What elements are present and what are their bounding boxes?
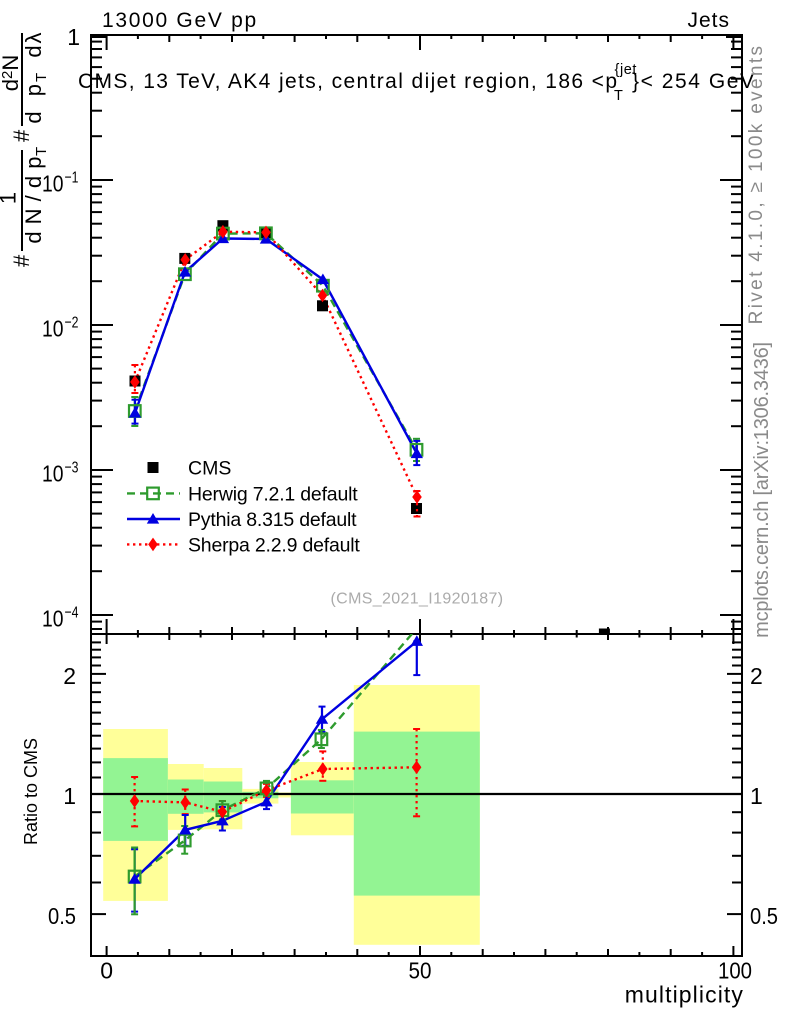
svg-text:(CMS_2021_I1920187): (CMS_2021_I1920187): [331, 591, 504, 608]
svg-text:2: 2: [63, 663, 76, 689]
svg-text:multiplicity: multiplicity: [625, 982, 744, 1008]
svg-text:10−3: 10−3: [42, 460, 79, 487]
svg-text:0: 0: [100, 958, 113, 984]
svg-text:}< 254 GeV: }< 254 GeV: [632, 70, 754, 93]
svg-text:#: #: [9, 129, 34, 142]
svg-text:0.5: 0.5: [750, 903, 778, 929]
svg-text:1: 1: [67, 24, 80, 50]
svg-text:T: T: [614, 88, 623, 104]
svg-text:10−1: 10−1: [42, 170, 79, 197]
svg-text:{jet: {jet: [615, 62, 638, 78]
svg-text:0.5: 0.5: [48, 903, 76, 929]
svg-text:CMS: CMS: [188, 458, 231, 480]
svg-text:100: 100: [718, 958, 752, 984]
svg-text:1: 1: [750, 783, 763, 809]
svg-text:Herwig 7.2.1 default: Herwig 7.2.1 default: [188, 483, 358, 505]
svg-text:d2N: d2N: [0, 55, 23, 91]
svg-text:mcplots.cern.ch [arXiv:1306.34: mcplots.cern.ch [arXiv:1306.3436]: [751, 342, 773, 638]
svg-text:Ratio to CMS: Ratio to CMS: [21, 738, 41, 845]
svg-text:13000 GeV pp: 13000 GeV pp: [102, 9, 258, 32]
svg-text:1: 1: [0, 192, 21, 204]
svg-text:#: #: [9, 254, 34, 267]
svg-text:Jets: Jets: [687, 9, 730, 32]
svg-text:Rivet 4.1.0, ≥ 100k events: Rivet 4.1.0, ≥ 100k events: [746, 44, 767, 325]
svg-text:50: 50: [409, 958, 432, 984]
svg-text:10−4: 10−4: [42, 605, 79, 632]
svg-text:2: 2: [750, 663, 763, 689]
svg-text:d N / d pT: d N / d pT: [21, 146, 50, 243]
svg-text:10−2: 10−2: [42, 315, 79, 342]
svg-text:Sherpa 2.2.9 default: Sherpa 2.2.9 default: [188, 534, 360, 556]
svg-text:Pythia 8.315 default: Pythia 8.315 default: [188, 509, 357, 531]
svg-text:1: 1: [63, 783, 76, 809]
svg-text:CMS, 13 TeV, AK4 jets, central: CMS, 13 TeV, AK4 jets, central dijet reg…: [78, 70, 617, 93]
